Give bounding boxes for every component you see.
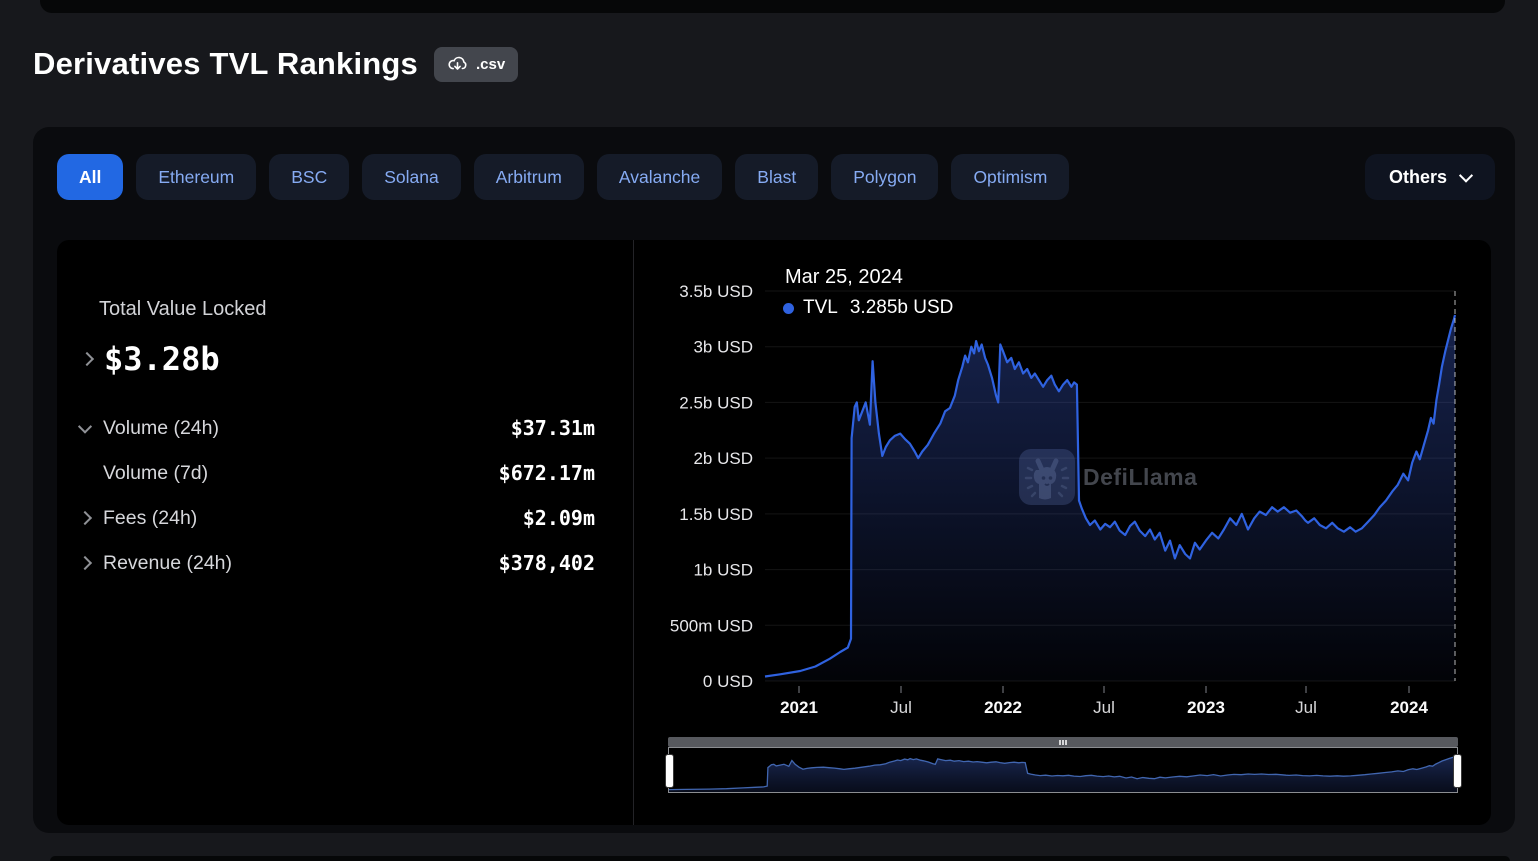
scrubber-scrollbar[interactable] — [668, 737, 1458, 747]
next-card-edge — [50, 856, 1510, 861]
stat-rows: Volume (24h) $37.31m Volume (7d) $672.17m Fe… — [77, 416, 595, 575]
y-axis-label: 1b USD — [693, 561, 753, 580]
tvl-value: $3.28b — [104, 340, 220, 378]
stat-label: Volume (7d) — [103, 461, 209, 484]
minimap-line — [668, 755, 1458, 791]
tooltip-series-label: TVL — [803, 297, 838, 318]
chain-filter-solana[interactable]: Solana — [362, 154, 461, 200]
tvl-value-row[interactable]: $3.28b — [79, 340, 595, 378]
x-axis-label: Jul — [1093, 698, 1115, 715]
series-dot-icon — [783, 302, 794, 314]
chevron-right-icon — [77, 555, 93, 571]
y-axis-label: 0 USD — [703, 672, 753, 691]
x-axis-label: 2023 — [1187, 698, 1225, 715]
stat-value: $37.31m — [510, 416, 595, 440]
y-axis-label: 1.5b USD — [679, 505, 753, 524]
stat-value: $672.17m — [498, 461, 595, 485]
chain-filter-avalanche[interactable]: Avalanche — [596, 154, 723, 200]
download-cloud-icon — [448, 56, 467, 70]
chevron-down-icon — [1458, 168, 1474, 183]
scrubber-handle-left[interactable] — [665, 754, 674, 788]
x-axis-label: 2021 — [780, 698, 818, 715]
tvl-chart-svg[interactable]: 3.5b USD 3b USD 2.5b USD 2b USD 1.5b USD 1b U… — [634, 240, 1491, 715]
chain-filter-all[interactable]: All — [57, 154, 124, 200]
tvl-line — [764, 314, 1457, 678]
x-axis-label: 2022 — [984, 698, 1022, 715]
chain-filter-bsc[interactable]: BSC — [269, 154, 350, 200]
minimap-svg — [668, 755, 1458, 792]
tvl-card: Total Value Locked $3.28b Volume (24h) $3… — [57, 240, 1491, 825]
chain-filter-ethereum[interactable]: Ethereum — [136, 154, 257, 200]
others-dropdown[interactable]: Others — [1364, 154, 1495, 200]
tooltip-series-value: 3.285b USD — [849, 297, 954, 318]
chart-area: DefiLlama 3.5b USD 3b USD 2.5b USD 2b USD 1.… — [634, 240, 1491, 825]
stat-row-volume-24h-[interactable]: Volume (24h) $37.31m — [77, 416, 595, 440]
stat-label: Volume (24h) — [103, 416, 219, 439]
stat-value: $378,402 — [498, 551, 595, 575]
x-axis-label: 2024 — [1390, 698, 1428, 715]
download-csv-button[interactable]: .csv — [434, 46, 519, 82]
y-axis-label: 2.5b USD — [679, 393, 753, 412]
scrubber-handle-right[interactable] — [1453, 754, 1462, 788]
scrubber-grip-icon — [1062, 739, 1064, 745]
chevron-right-icon — [77, 510, 93, 526]
stats-panel: Total Value Locked $3.28b Volume (24h) $3… — [57, 240, 634, 825]
tvl-area — [765, 315, 1455, 681]
page-title: Derivatives TVL Rankings — [33, 46, 418, 81]
scrubber-minimap[interactable] — [668, 747, 1458, 793]
stat-label: Fees (24h) — [103, 506, 198, 529]
chevron-right-icon — [79, 351, 95, 367]
chain-filter-blast[interactable]: Blast — [735, 154, 819, 200]
y-axis-label: 3b USD — [693, 338, 753, 357]
tvl-title: Total Value Locked — [99, 298, 267, 320]
stat-row-fees-24h-[interactable]: Fees (24h) $2.09m — [77, 506, 595, 530]
y-axis-label: 500m USD — [670, 616, 753, 635]
chevron-down-icon — [77, 419, 93, 434]
tooltip-series: TVL 3.285b USD — [783, 297, 953, 319]
minimap-area — [669, 756, 1457, 792]
derivatives-panel: All Ethereum BSC Solana Arbitrum Avalanche Bla… — [33, 127, 1515, 833]
y-axis-label: 2b USD — [693, 449, 753, 468]
chain-filter-row: All Ethereum BSC Solana Arbitrum Avalanche Bla… — [57, 154, 1495, 200]
y-axis-label: 3.5b USD — [679, 282, 753, 301]
stat-value: $2.09m — [522, 506, 595, 530]
stat-row-volume-7d-[interactable]: Volume (7d) $672.17m — [80, 461, 595, 485]
x-axis-label: Jul — [890, 698, 912, 715]
time-range-scrubber — [665, 737, 1462, 793]
previous-card-edge — [40, 0, 1505, 13]
others-label: Others — [1388, 166, 1447, 187]
watermark-text: DefiLlama — [1083, 463, 1198, 490]
stat-label: Revenue (24h) — [103, 551, 232, 574]
chain-filter-polygon[interactable]: Polygon — [831, 154, 939, 200]
x-axis-label: Jul — [1295, 698, 1317, 715]
chain-filter-optimism[interactable]: Optimism — [951, 154, 1070, 200]
tooltip-date: Mar 25, 2024 — [785, 266, 903, 288]
csv-label: .csv — [476, 55, 506, 73]
heading-row: Derivatives TVL Rankings .csv — [33, 46, 519, 82]
chain-filter-arbitrum[interactable]: Arbitrum — [473, 154, 584, 200]
stat-row-revenue-24h-[interactable]: Revenue (24h) $378,402 — [77, 551, 595, 575]
